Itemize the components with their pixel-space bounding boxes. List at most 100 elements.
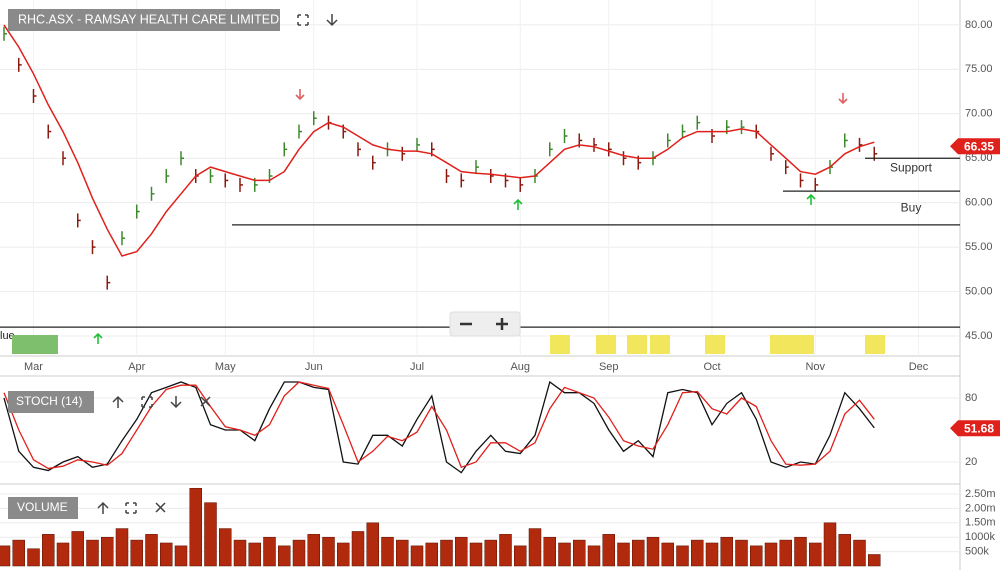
volume-bar	[12, 539, 25, 567]
volume-bar	[410, 545, 424, 567]
volume-bar	[823, 522, 837, 567]
y-tick-label: 80	[965, 392, 977, 404]
volume-bar	[632, 539, 645, 567]
volume-bar	[101, 536, 114, 567]
volume-bar	[307, 534, 320, 567]
volume-bar	[838, 534, 851, 567]
volume-bar	[499, 534, 512, 567]
value-tag-label: 66.35	[964, 139, 994, 153]
title-box	[8, 391, 94, 413]
volume-bar	[86, 539, 99, 567]
volume-bar	[558, 542, 571, 567]
x-tick-label: Apr	[128, 361, 145, 373]
x-tick-label: Aug	[510, 361, 530, 373]
y-tick-label: 2.00m	[965, 502, 996, 514]
volume-bar	[337, 542, 350, 567]
volume-bar	[0, 545, 11, 567]
volume-bar	[233, 539, 247, 567]
volume-bar	[514, 545, 527, 567]
volume-bar	[248, 542, 261, 567]
volume-bar	[292, 539, 306, 567]
x-tick-label: Oct	[703, 361, 720, 373]
y-tick-label: 1000k	[965, 531, 995, 543]
volume-bar	[853, 539, 866, 567]
x-tick-label: Sep	[599, 361, 619, 373]
volume-bar	[587, 545, 601, 567]
y-tick-label: 1.50m	[965, 517, 996, 529]
volume-bar	[42, 534, 55, 567]
volume-bar	[440, 539, 453, 567]
y-tick-label: 20	[965, 456, 977, 468]
chart-title: RHC.ASX - RAMSAY HEALTH CARE LIMITED	[18, 12, 279, 26]
volume-bar	[189, 487, 202, 567]
volume-bar	[720, 536, 733, 567]
volume-bar	[71, 531, 84, 567]
volume-bar	[735, 539, 748, 567]
volume-bar	[764, 542, 778, 567]
x-tick-label: Dec	[909, 361, 929, 373]
x-tick-label: Jul	[410, 361, 424, 373]
value-tag	[950, 138, 1000, 155]
volume-bar	[219, 528, 232, 567]
y-tick-label: 80.00	[965, 19, 993, 31]
volume-bar	[145, 534, 158, 567]
y-tick-label: 45.00	[965, 330, 993, 342]
volume-bar	[661, 542, 674, 567]
title-box	[8, 497, 78, 519]
volume-title: VOLUME	[17, 500, 68, 514]
y-tick-label: 55.00	[965, 241, 993, 253]
volume-bar	[528, 528, 542, 567]
level-label: Support	[890, 160, 933, 174]
volume-bar	[573, 539, 586, 567]
y-tick-label: 70.00	[965, 108, 993, 120]
stoch-line	[3, 381, 875, 470]
volume-bar	[617, 542, 630, 567]
y-tick-label: 60.00	[965, 197, 993, 209]
volume-bar	[484, 539, 497, 567]
volume-bar	[868, 554, 881, 567]
title-box	[8, 9, 280, 31]
volume-bar	[204, 502, 217, 567]
event-markers[interactable]	[12, 335, 885, 354]
level-label: Buy	[901, 200, 922, 214]
volume-bar	[56, 542, 70, 567]
volume-icons[interactable]	[97, 501, 166, 514]
volume-bar	[794, 536, 807, 567]
y-tick-label: 2.50m	[965, 488, 996, 500]
signal-arrows	[93, 89, 848, 344]
x-tick-label: Nov	[805, 361, 825, 373]
volume-bar	[602, 534, 615, 567]
x-tick-label: May	[215, 361, 236, 373]
volume-bar	[27, 548, 40, 567]
y-tick-label: 50.00	[965, 285, 993, 297]
x-tick-label: Jun	[305, 361, 323, 373]
y-tick-label: 500k	[965, 546, 989, 558]
cut-label: lue	[0, 330, 15, 342]
volume-bar	[322, 536, 335, 567]
zoom-icons[interactable]	[460, 318, 508, 330]
volume-bar	[750, 545, 763, 567]
volume-bar	[396, 539, 409, 567]
volume-bar	[381, 536, 394, 567]
volume-bar	[809, 542, 822, 567]
plot-layer: Support Buy	[0, 0, 960, 567]
y-tick-label: 65.00	[965, 152, 993, 164]
volume-bar	[425, 542, 438, 567]
volume-bar	[278, 545, 291, 567]
value-tag	[950, 420, 1000, 437]
value-tag-label: 51.68	[964, 421, 994, 435]
header-icons[interactable]	[297, 14, 338, 27]
volume-bar	[351, 531, 365, 567]
volume-bar	[130, 539, 143, 567]
volume-bar	[263, 536, 276, 567]
stoch-title: STOCH (14)	[16, 394, 82, 408]
volume-bar	[160, 542, 173, 567]
y-tick-label: 75.00	[965, 63, 993, 75]
volume-bar	[646, 536, 660, 567]
volume-bar	[115, 528, 129, 567]
volume-bar	[691, 539, 704, 567]
volume-bar	[676, 545, 689, 567]
stoch-icons[interactable]	[112, 395, 211, 409]
